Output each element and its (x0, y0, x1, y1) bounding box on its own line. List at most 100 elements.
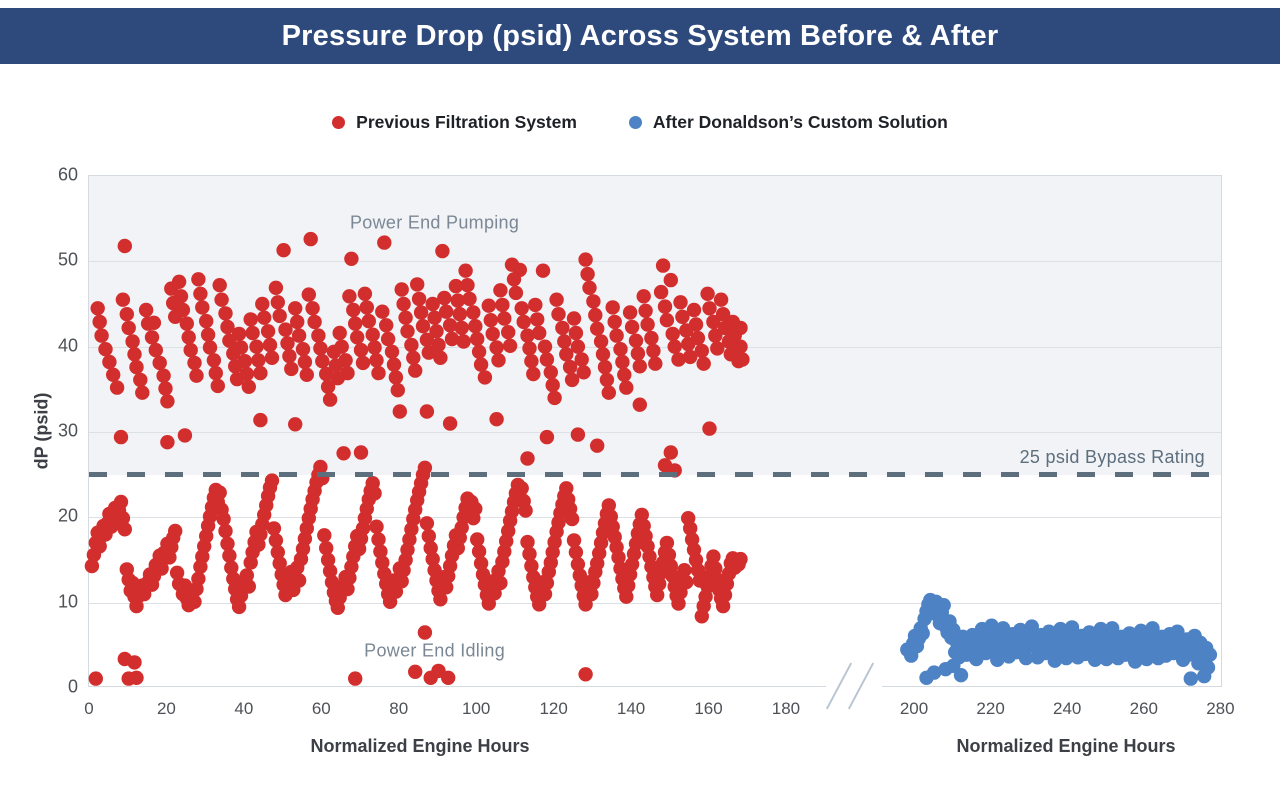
data-point-red (241, 379, 256, 394)
data-point-red (340, 581, 355, 597)
data-point-red (144, 330, 160, 345)
data-point-red (305, 301, 320, 316)
data-point-red (355, 355, 371, 371)
data-point-red (671, 352, 686, 367)
data-point-red (84, 558, 100, 574)
data-point-red (433, 592, 448, 607)
data-point-red (152, 355, 167, 371)
data-point-red (423, 540, 438, 556)
data-point-red (644, 330, 659, 346)
data-point-red (417, 460, 433, 475)
data-point-red (367, 486, 382, 501)
data-point-red (350, 330, 365, 345)
data-point-red (584, 586, 599, 602)
data-point-red (319, 366, 334, 382)
data-point-red (530, 312, 545, 327)
title-bar: Pressure Drop (psid) Across System Befor… (0, 8, 1280, 64)
data-point-red (667, 339, 682, 354)
data-point-red (659, 535, 675, 551)
data-point-red (661, 547, 677, 563)
data-point-blue (936, 598, 951, 613)
data-point-red (524, 354, 539, 369)
data-point-red (171, 274, 187, 289)
data-point-red (454, 320, 469, 336)
data-point-red (458, 263, 473, 278)
data-point-red (652, 576, 667, 592)
data-point-red (179, 316, 194, 331)
data-point-red (470, 331, 485, 347)
red-dot-icon (332, 115, 346, 129)
data-point-red (276, 243, 291, 258)
data-point-red (624, 319, 640, 335)
data-point-red (113, 494, 129, 510)
data-point-red (650, 587, 665, 603)
data-point-red (290, 314, 305, 330)
data-point-red (193, 286, 208, 301)
data-point-red (272, 308, 287, 324)
data-point-red (733, 339, 748, 354)
data-point-red (299, 367, 314, 382)
data-point-blue (984, 618, 999, 633)
data-point-red (551, 307, 566, 322)
data-point-red (543, 365, 558, 380)
annotation-power-end-pumping: Power End Pumping (349, 212, 520, 233)
data-point-red (94, 328, 109, 343)
data-point-red (208, 365, 223, 381)
data-point-red (539, 575, 555, 591)
data-point-red (547, 390, 562, 406)
data-point-red (175, 302, 191, 318)
data-point-red (406, 350, 421, 365)
data-point-red (340, 365, 355, 381)
data-point-red (251, 353, 266, 368)
data-point-red (570, 339, 586, 354)
data-point-red (640, 317, 655, 332)
data-point-red (88, 671, 103, 686)
data-point-red (262, 337, 278, 353)
x-tick-label: 20 (156, 699, 176, 718)
data-point-blue (1202, 647, 1218, 662)
data-point-red (214, 292, 229, 307)
data-point-red (419, 516, 435, 531)
data-point-red (334, 339, 349, 354)
x-tick-label: 60 (311, 699, 331, 718)
data-point-red (379, 318, 394, 333)
x-tick-label: 100 (462, 699, 491, 718)
data-point-red (444, 331, 460, 347)
data-point-red (733, 551, 748, 567)
data-point-blue (926, 665, 942, 680)
legend-item-previous: Previous Filtration System (332, 112, 577, 133)
data-point-red (307, 314, 322, 330)
data-point-red (90, 301, 105, 316)
data-point-red (408, 363, 423, 378)
data-point-red (713, 292, 729, 307)
data-point-red (429, 324, 444, 339)
data-point-red (322, 563, 338, 579)
data-point-red (160, 394, 175, 409)
data-point-red (160, 435, 175, 450)
data-point-red (264, 350, 280, 365)
data-point-red (427, 310, 442, 325)
data-point-red (545, 377, 560, 393)
data-point-blue (1059, 650, 1074, 666)
data-point-red (601, 385, 616, 400)
data-point-red (388, 370, 404, 385)
data-point-red (320, 379, 336, 394)
data-point-red (605, 300, 620, 315)
data-point-red (539, 429, 555, 445)
data-point-red (683, 349, 698, 365)
data-point-red (630, 346, 646, 361)
data-point-red (557, 334, 572, 349)
data-point-red (483, 313, 498, 328)
x-tick-label: 220 (976, 699, 1005, 718)
data-point-red (189, 368, 204, 383)
data-point-red (578, 252, 593, 267)
data-point-red (528, 297, 543, 313)
data-point-red (473, 556, 489, 571)
data-point-red (549, 292, 564, 307)
data-point-red (129, 598, 144, 614)
data-point-red (400, 324, 415, 339)
data-point-red (570, 557, 586, 572)
data-point-red (702, 301, 717, 316)
data-point-red (313, 341, 328, 356)
data-point-red (520, 534, 535, 550)
